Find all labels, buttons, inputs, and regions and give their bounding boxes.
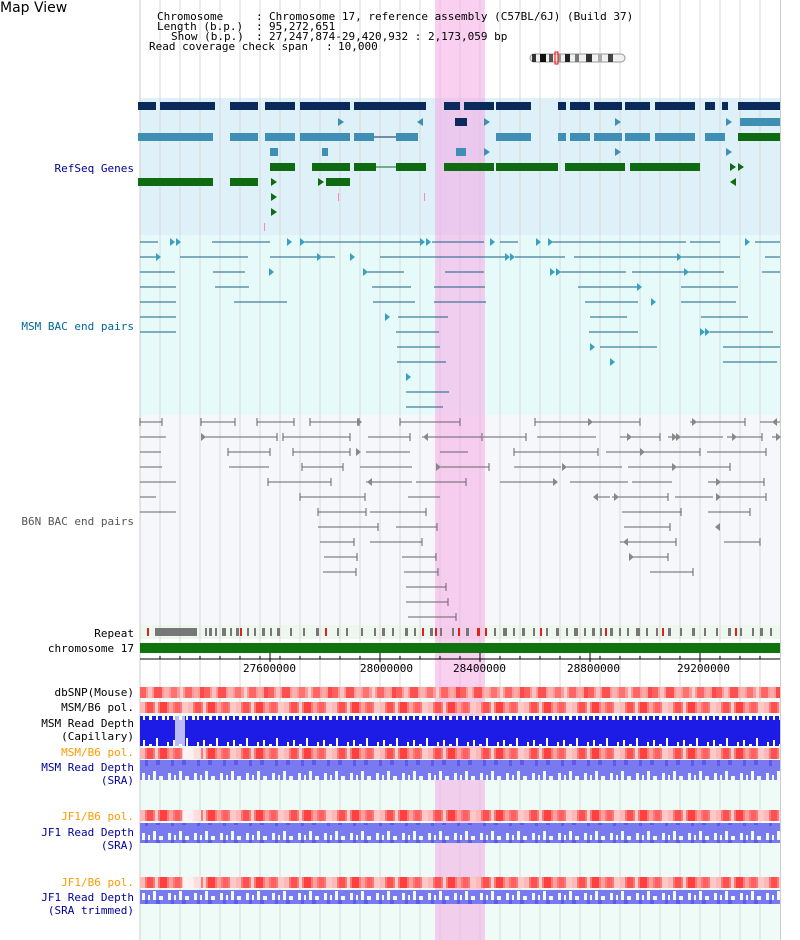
track-label-dbsnp[interactable]: dbSNP(Mouse): [54, 686, 134, 699]
track-label-jf1-depth-trimmed[interactable]: JF1 Read Depth: [41, 891, 134, 904]
chromosome-sep: :: [256, 10, 263, 23]
track-label-chromosome: chromosome 17: [47, 642, 134, 655]
track-label-msm-bac[interactable]: MSM BAC end pairs: [21, 320, 134, 333]
track-label-msm-depth-capillary-sub: (Capillary): [61, 730, 134, 743]
page-title: Map View: [0, 0, 68, 16]
track-label-jf1-b6-pol[interactable]: JF1/B6 pol.: [61, 810, 134, 823]
axis-tick-label: 28800000: [567, 662, 620, 675]
track-label-repeat[interactable]: Repeat: [94, 627, 134, 640]
show-sep: :: [256, 30, 263, 43]
axis-tick-label: 27600000: [243, 662, 296, 675]
axis-tick-label: 29200000: [677, 662, 730, 675]
track-label-jf1-depth-sra-sub: (SRA): [100, 839, 134, 852]
track-label-msm-depth-capillary[interactable]: MSM Read Depth: [41, 717, 134, 730]
chromosome-label: Chromosome: [157, 10, 224, 23]
track-label-b6n-bac[interactable]: B6N BAC end pairs: [21, 515, 134, 528]
show-label: Show (b.p.): [171, 30, 244, 43]
length-value: 95,272,651: [269, 20, 336, 33]
chromosome-value: Chromosome 17, reference assembly (C57BL…: [269, 10, 634, 23]
track-label-jf1-depth-sra[interactable]: JF1 Read Depth: [41, 826, 134, 839]
axis-tick-label: 28000000: [360, 662, 413, 675]
track-label-refseq[interactable]: RefSeq Genes: [54, 162, 134, 175]
span-label: Read coverage check span: [149, 40, 308, 53]
length-sep: :: [256, 20, 263, 33]
track-label-msm-depth-sra-sub: (SRA): [100, 774, 134, 787]
track-label-msm-b6-pol[interactable]: MSM/B6 pol.: [61, 701, 134, 714]
right-border: [780, 0, 781, 940]
span-sep: :: [326, 40, 333, 53]
track-label-msm-depth-sra[interactable]: MSM Read Depth: [41, 761, 134, 774]
span-value: 10,000: [338, 40, 378, 53]
axis-tick-label: 28400000: [453, 662, 506, 675]
show-value: 27,247,874-29,420,932 : 2,173,059 bp: [269, 30, 508, 43]
length-label: Length (b.p.): [157, 20, 244, 33]
track-label-jf1-depth-trimmed-sub: (SRA trimmed): [47, 904, 134, 917]
track-label-jf1-b6-pol-2[interactable]: JF1/B6 pol.: [61, 876, 134, 889]
track-label-msm-b6-pol-2[interactable]: MSM/B6 pol.: [61, 746, 134, 759]
selection-highlight[interactable]: [435, 0, 485, 940]
